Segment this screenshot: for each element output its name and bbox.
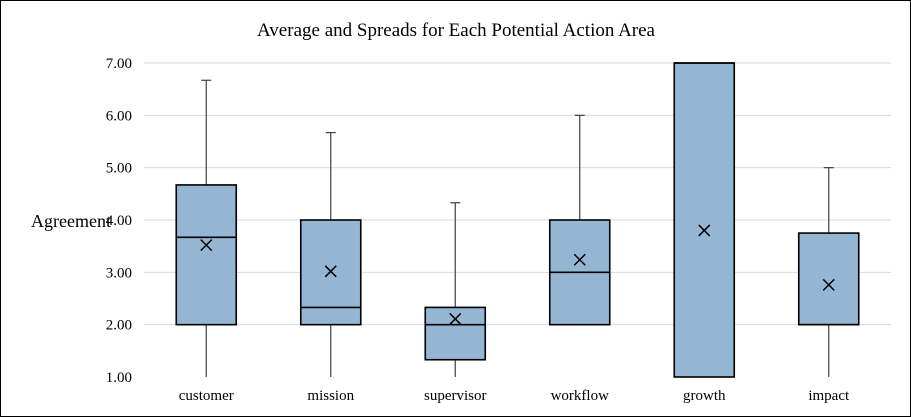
y-tick-labels: 1.00 2.00 3.00 4.00 5.00 6.00 7.00 bbox=[106, 56, 132, 386]
box-impact bbox=[797, 167, 860, 377]
gridlines bbox=[144, 62, 891, 326]
mean-marker bbox=[324, 265, 337, 278]
mean-marker bbox=[200, 239, 213, 252]
category-label: growth bbox=[683, 388, 726, 404]
box-iqr bbox=[175, 184, 238, 326]
category-label: mission bbox=[307, 388, 354, 404]
mean-marker bbox=[449, 312, 462, 325]
y-tick-label: 5.00 bbox=[106, 161, 132, 177]
category-label: customer bbox=[179, 388, 234, 404]
y-axis-label: Agreement bbox=[31, 211, 111, 231]
mean-marker bbox=[698, 224, 711, 237]
y-tick-label: 4.00 bbox=[106, 213, 132, 229]
y-tick-label: 2.00 bbox=[106, 318, 132, 334]
box-growth bbox=[673, 62, 736, 378]
category-label: supervisor bbox=[424, 388, 487, 404]
category-labels: customer mission supervisor workflow growth i… bbox=[179, 388, 850, 404]
category-label: workflow bbox=[551, 388, 609, 404]
mean-marker bbox=[573, 253, 586, 266]
box-customer bbox=[175, 79, 238, 377]
box-iqr bbox=[797, 232, 860, 326]
y-tick-label: 1.00 bbox=[106, 370, 132, 386]
box-iqr bbox=[424, 306, 487, 361]
box-supervisor bbox=[424, 202, 487, 377]
y-tick-label: 6.00 bbox=[106, 108, 132, 124]
y-tick-label: 7.00 bbox=[106, 56, 132, 72]
mean-marker bbox=[822, 278, 835, 291]
category-label: impact bbox=[808, 388, 850, 404]
box-mission bbox=[299, 132, 362, 377]
box-iqr bbox=[673, 62, 736, 378]
box-workflow bbox=[548, 114, 611, 326]
y-tick-label: 3.00 bbox=[106, 265, 132, 281]
chart-title: Average and Spreads for Each Potential A… bbox=[257, 20, 656, 41]
boxes bbox=[175, 62, 860, 378]
